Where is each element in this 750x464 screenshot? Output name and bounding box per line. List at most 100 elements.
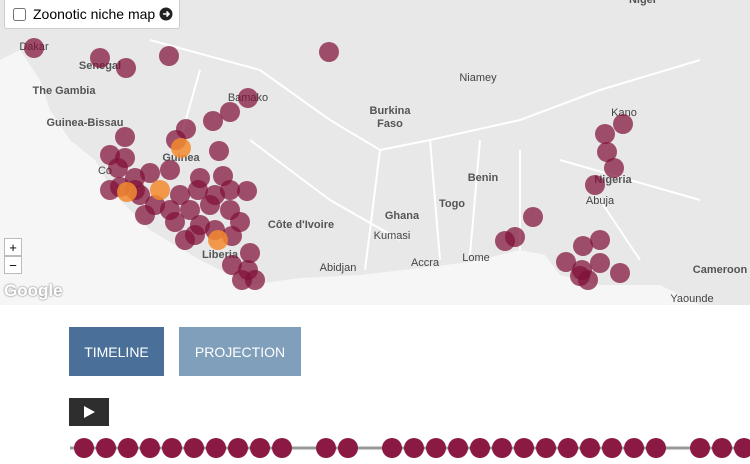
place-label: Abuja	[586, 195, 615, 207]
place-label: Abidjan	[320, 262, 357, 274]
case-marker	[188, 180, 208, 200]
roads	[149, 39, 701, 271]
place-label: Niger	[629, 0, 658, 6]
timeline-step[interactable]	[140, 438, 160, 458]
case-marker	[200, 195, 220, 215]
case-marker	[573, 236, 593, 256]
timeline-step[interactable]	[382, 438, 402, 458]
place-label: Benin	[468, 172, 499, 184]
timeline-step[interactable]	[118, 438, 138, 458]
case-marker-highlight	[150, 180, 170, 200]
timeline-step[interactable]	[536, 438, 556, 458]
zoom-in[interactable]: +	[4, 238, 22, 256]
timeline-step[interactable]	[74, 438, 94, 458]
place-label: Burkina	[370, 105, 412, 117]
case-marker	[590, 253, 610, 273]
place-label: Accra	[411, 257, 440, 269]
timeline-step[interactable]	[184, 438, 204, 458]
place-label: Ghana	[385, 210, 420, 222]
case-marker	[585, 175, 605, 195]
case-marker	[170, 185, 190, 205]
niche-control[interactable]: Zoonotic niche map	[4, 0, 181, 29]
case-marker	[90, 48, 110, 68]
timeline-step[interactable]	[602, 438, 622, 458]
case-marker	[610, 263, 630, 283]
case-marker	[140, 163, 160, 183]
case-marker	[203, 111, 223, 131]
case-marker	[595, 124, 615, 144]
case-marker	[604, 158, 624, 178]
timeline-step[interactable]	[690, 438, 710, 458]
timeline-step[interactable]	[206, 438, 226, 458]
timeline-step[interactable]	[558, 438, 578, 458]
case-marker-highlight	[117, 182, 137, 202]
timeline-step[interactable]	[250, 438, 270, 458]
timeline-step[interactable]	[426, 438, 446, 458]
timeline-step[interactable]	[228, 438, 248, 458]
case-marker	[523, 207, 543, 227]
place-label: Yaounde	[670, 293, 713, 305]
attribution: Google	[4, 281, 63, 300]
timeline-step[interactable]	[316, 438, 336, 458]
projection-button[interactable]: PROJECTION	[179, 327, 301, 376]
case-marker-highlight	[208, 230, 228, 250]
timeline-step[interactable]	[404, 438, 424, 458]
case-marker	[115, 127, 135, 147]
niche-checkbox[interactable]	[13, 7, 26, 21]
play-button[interactable]	[69, 398, 109, 426]
case-marker	[238, 88, 258, 108]
case-marker	[220, 180, 240, 200]
place-label: The Gambia	[33, 85, 97, 97]
place-label: Faso	[377, 118, 403, 130]
case-marker-highlight	[171, 138, 191, 158]
case-marker	[556, 252, 576, 272]
timeline-step[interactable]	[734, 438, 750, 458]
timeline-step[interactable]	[470, 438, 490, 458]
case-marker	[319, 42, 339, 62]
case-marker	[185, 225, 205, 245]
place-label: Lome	[462, 252, 490, 264]
case-marker	[116, 58, 136, 78]
timeline-step[interactable]	[580, 438, 600, 458]
case-marker	[100, 180, 120, 200]
case-marker	[240, 243, 260, 263]
place-label: Kumasi	[374, 230, 411, 242]
case-marker	[24, 38, 44, 58]
place-label: Côte d'Ivoire	[268, 219, 334, 231]
timeline-step[interactable]	[712, 438, 732, 458]
timeline-step[interactable]	[624, 438, 644, 458]
timeline	[70, 438, 750, 458]
case-marker	[237, 181, 257, 201]
case-marker	[570, 266, 590, 286]
case-marker	[220, 102, 240, 122]
case-marker	[245, 270, 265, 290]
timeline-step[interactable]	[492, 438, 512, 458]
place-label: Cameroon	[693, 264, 748, 276]
map: NigerDakarSenegalThe GambiaGuinea-Bissau…	[0, 0, 750, 305]
case-marker	[597, 142, 617, 162]
case-marker	[108, 158, 128, 178]
timeline-step[interactable]	[272, 438, 292, 458]
timeline-step[interactable]	[162, 438, 182, 458]
zoom-out[interactable]: −	[4, 256, 22, 274]
timeline-step[interactable]	[514, 438, 534, 458]
timeline-step[interactable]	[96, 438, 116, 458]
case-marker	[613, 114, 633, 134]
ocean	[0, 50, 700, 305]
case-marker	[590, 230, 610, 250]
case-marker	[495, 231, 515, 251]
place-label: Guinea-Bissau	[46, 117, 123, 129]
case-marker	[222, 255, 242, 275]
timeline-step[interactable]	[448, 438, 468, 458]
case-marker	[135, 205, 155, 225]
case-marker	[209, 141, 229, 161]
place-label: Niamey	[459, 72, 497, 84]
place-label: Togo	[439, 198, 465, 210]
timeline-step[interactable]	[646, 438, 666, 458]
case-marker	[159, 46, 179, 66]
timeline-step[interactable]	[338, 438, 358, 458]
timeline-button[interactable]: TIMELINE	[69, 327, 164, 376]
arrow-icon	[159, 7, 173, 21]
case-marker	[160, 160, 180, 180]
